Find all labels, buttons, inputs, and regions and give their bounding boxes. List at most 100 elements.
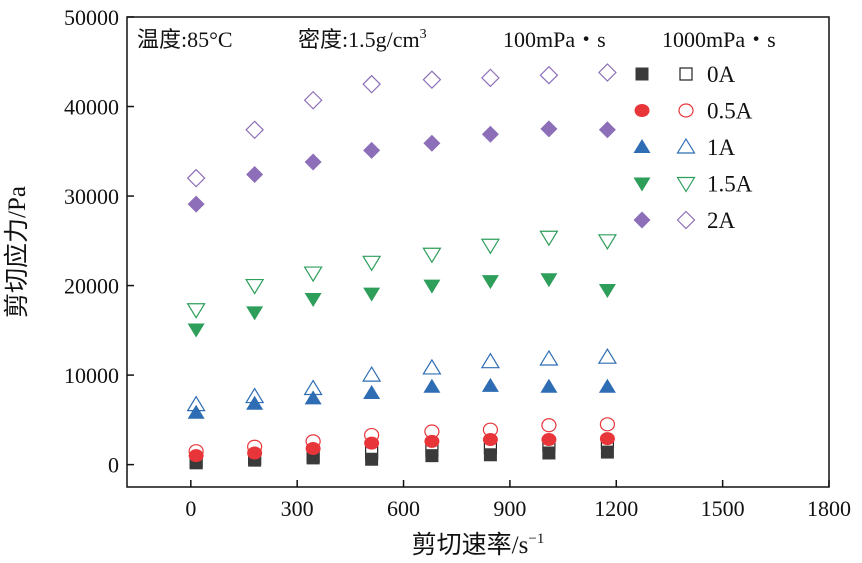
point-1A-100mpa-1 [246, 395, 264, 410]
legend-marker-open-1.5A [676, 176, 696, 193]
legend-label-0A: 0A [707, 62, 736, 87]
point-0.5A-100mpa-3 [364, 436, 380, 450]
point-1A-1000mpa-5 [480, 352, 500, 369]
legend-marker-filled-1.5A [633, 177, 651, 192]
x-tick-label-3: 900 [493, 496, 526, 521]
point-1.5A-100mpa-7 [598, 284, 616, 299]
point-1A-100mpa-5 [481, 377, 499, 392]
plot-frame [126, 16, 830, 488]
legend-label-1A: 1A [707, 135, 736, 160]
point-1A-100mpa-2 [304, 390, 322, 405]
point-0A-100mpa-6 [542, 446, 556, 460]
point-0A-100mpa-2 [306, 451, 320, 465]
point-1.5A-100mpa-3 [363, 287, 381, 302]
point-2A-1000mpa-0 [186, 168, 206, 188]
point-2A-100mpa-3 [363, 141, 381, 159]
point-2A-100mpa-0 [187, 195, 205, 213]
point-0A-100mpa-5 [483, 448, 497, 462]
point-2A-1000mpa-5 [481, 68, 500, 88]
point-2A-1000mpa-4 [422, 70, 442, 90]
legend-marker-open-1A [676, 137, 696, 154]
point-1A-100mpa-3 [363, 385, 381, 399]
point-0A-100mpa-4 [425, 449, 439, 463]
point-2A-1000mpa-3 [362, 74, 381, 94]
point-1A-100mpa-0 [187, 404, 205, 419]
point-1.5A-1000mpa-7 [597, 234, 617, 250]
point-0A-100mpa-3 [365, 452, 379, 466]
annotation-temperature: 温度:85°C [137, 27, 233, 52]
point-2A-1000mpa-1 [245, 120, 264, 140]
legend-marker-open-0A [679, 67, 693, 81]
legend: 0A 0.5A 1A 1.5A 2A [633, 62, 753, 233]
point-0.5A-100mpa-6 [541, 433, 557, 447]
point-1A-1000mpa-4 [422, 358, 442, 375]
legend-label-1.5A: 1.5A [707, 172, 753, 197]
legend-label-0.5A: 0.5A [707, 99, 753, 124]
point-1A-1000mpa-7 [597, 348, 617, 364]
legend-marker-open-2A [676, 210, 696, 230]
point-1.5A-100mpa-6 [540, 273, 558, 288]
point-1.5A-1000mpa-3 [362, 255, 382, 272]
x-tick-label-6: 1800 [807, 496, 851, 521]
x-tick-label-5: 1500 [701, 496, 745, 521]
legend-marker-filled-0A [635, 67, 649, 81]
point-0.5A-1000mpa-7 [599, 417, 616, 432]
y-tick-label-4: 40000 [64, 95, 119, 120]
point-1.5A-1000mpa-1 [245, 278, 265, 295]
y-tick-label-1: 10000 [64, 363, 119, 388]
point-0.5A-100mpa-2 [305, 442, 321, 456]
point-2A-100mpa-4 [423, 134, 441, 152]
legend-marker-filled-0.5A [634, 104, 650, 117]
legend-marker-filled-1A [633, 139, 651, 153]
legend-header-100mpa: 100mPa・s [503, 27, 606, 52]
point-1.5A-100mpa-1 [246, 306, 264, 321]
point-0A-100mpa-7 [600, 445, 614, 459]
point-1.5A-100mpa-2 [304, 293, 322, 307]
point-2A-100mpa-1 [246, 166, 264, 184]
point-2A-100mpa-2 [304, 153, 322, 171]
axis-ticks: 0 300 600 900 1200 1500 1800 0 10000 20000 30000 40… [64, 5, 851, 521]
point-1.5A-1000mpa-5 [480, 238, 500, 255]
data-points [186, 63, 617, 470]
point-2A-1000mpa-7 [598, 63, 617, 82]
y-tick-label-2: 20000 [64, 274, 119, 299]
x-tick-label-2: 600 [387, 496, 420, 521]
point-2A-100mpa-6 [540, 120, 558, 138]
point-1A-100mpa-7 [598, 378, 616, 393]
y-tick-label-0: 0 [108, 453, 119, 478]
y-axis-title: 剪切应力/Pa [3, 186, 31, 318]
x-tick-label-4: 1200 [594, 496, 638, 521]
point-1A-1000mpa-3 [362, 365, 382, 382]
point-2A-100mpa-5 [481, 125, 499, 143]
legend-label-2A: 2A [707, 208, 736, 233]
point-2A-1000mpa-6 [539, 65, 559, 85]
annotation-density: 密度:1.5g/cm3 [298, 27, 427, 52]
legend-marker-open-0.5A [678, 103, 694, 118]
point-1.5A-1000mpa-0 [186, 303, 206, 319]
point-0.5A-100mpa-7 [599, 432, 615, 446]
x-tick-label-1: 300 [281, 496, 314, 521]
point-1.5A-1000mpa-4 [422, 247, 442, 264]
point-1A-100mpa-6 [540, 378, 558, 393]
point-1A-1000mpa-6 [539, 349, 559, 366]
point-1.5A-1000mpa-2 [303, 266, 323, 283]
point-0.5A-100mpa-5 [482, 433, 498, 447]
point-1.5A-100mpa-5 [481, 275, 499, 290]
point-1A-100mpa-4 [423, 378, 441, 393]
y-tick-label-3: 30000 [64, 184, 119, 209]
x-tick-label-0: 0 [185, 496, 196, 521]
y-tick-label-5: 50000 [64, 5, 119, 30]
point-2A-100mpa-7 [598, 121, 616, 139]
legend-marker-filled-2A [633, 211, 651, 229]
point-0.5A-100mpa-1 [247, 446, 263, 460]
point-2A-1000mpa-2 [303, 90, 323, 110]
point-0.5A-100mpa-4 [424, 434, 440, 448]
point-1.5A-1000mpa-6 [539, 230, 559, 247]
point-1.5A-100mpa-4 [423, 279, 441, 294]
x-axis-title: 剪切速率/s−1 [412, 531, 545, 559]
legend-header-1000mpa: 1000mPa・s [662, 27, 776, 52]
point-0.5A-1000mpa-6 [541, 418, 557, 433]
point-0.5A-100mpa-0 [188, 449, 204, 463]
point-1.5A-100mpa-0 [187, 323, 205, 338]
